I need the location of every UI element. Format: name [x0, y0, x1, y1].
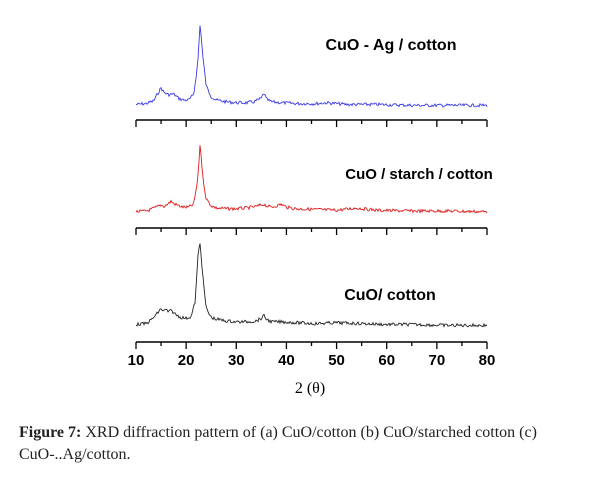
figure-caption: Figure 7: XRD diffraction pattern of (a)… — [19, 422, 609, 466]
x-tick-label: 40 — [278, 352, 295, 369]
x-tick-label: 80 — [479, 352, 496, 369]
series-line — [135, 243, 488, 328]
series-label: CuO - Ag / cotton — [326, 37, 457, 54]
x-tick-label: 20 — [178, 352, 195, 369]
panel-2: CuO / starch / cotton — [135, 145, 493, 235]
series-label: CuO/ cotton — [344, 287, 436, 304]
caption-label: Figure 7: — [19, 424, 82, 441]
series-line — [135, 145, 488, 214]
x-tick-label: 70 — [429, 352, 446, 369]
x-tick-label: 50 — [328, 352, 345, 369]
caption-text: XRD diffraction pattern of (a) CuO/cotto… — [19, 424, 537, 463]
x-tick-label: 60 — [378, 352, 395, 369]
x-axis-label-main: 2 — [295, 380, 303, 397]
x-tick-label: 10 — [128, 352, 145, 369]
panel-1: CuO - Ag / cotton — [135, 25, 488, 127]
panel-3: CuO/ cotton — [135, 243, 488, 349]
x-axis-label: 2 (θ) — [295, 380, 325, 397]
series-label: CuO / starch / cotton — [345, 166, 493, 183]
x-axis-label-symbol: θ — [312, 380, 320, 397]
x-tick-label: 30 — [228, 352, 245, 369]
series-line — [135, 25, 488, 108]
